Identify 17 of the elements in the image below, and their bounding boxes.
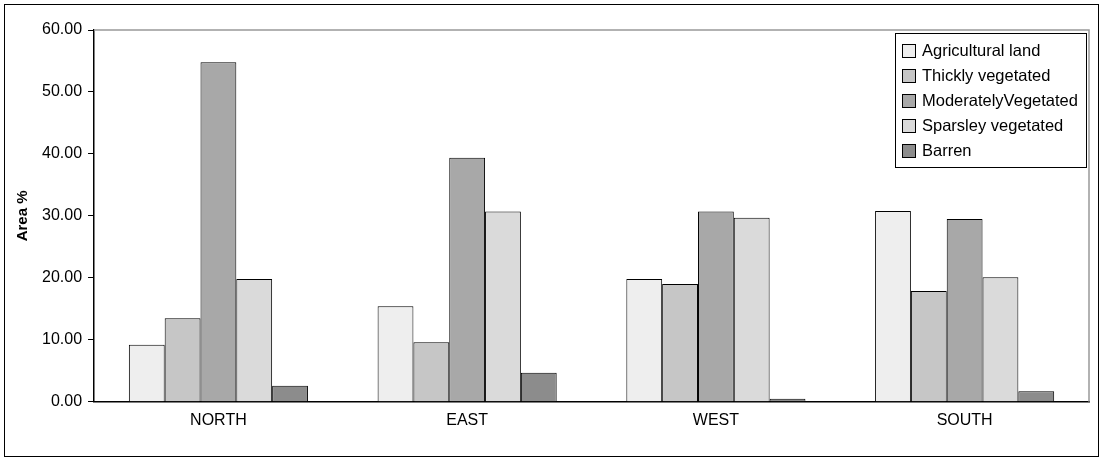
legend-label: Sparsley vegetated — [922, 115, 1064, 136]
y-axis-title: Area % — [13, 190, 31, 242]
x-tick-label: EAST — [446, 410, 489, 428]
legend-label: Barren — [922, 140, 972, 161]
x-tick-label: SOUTH — [936, 410, 993, 428]
y-tick-label: 40.00 — [41, 144, 83, 162]
y-tick-label: 50.00 — [41, 82, 83, 100]
y-tick-label: 20.00 — [41, 268, 83, 286]
x-tick-label: NORTH — [190, 410, 247, 428]
y-tick-label: 30.00 — [41, 206, 83, 224]
y-tick-label: 10.00 — [41, 330, 83, 348]
legend-label: ModeratelyVegetated — [922, 90, 1078, 111]
y-tick-label: 0.00 — [50, 392, 83, 410]
legend-label: Thickly vegetated — [922, 65, 1051, 86]
x-tick-label: WEST — [692, 410, 740, 428]
y-tick-label: 60.00 — [41, 20, 83, 38]
legend-label: Agricultural land — [922, 40, 1041, 61]
